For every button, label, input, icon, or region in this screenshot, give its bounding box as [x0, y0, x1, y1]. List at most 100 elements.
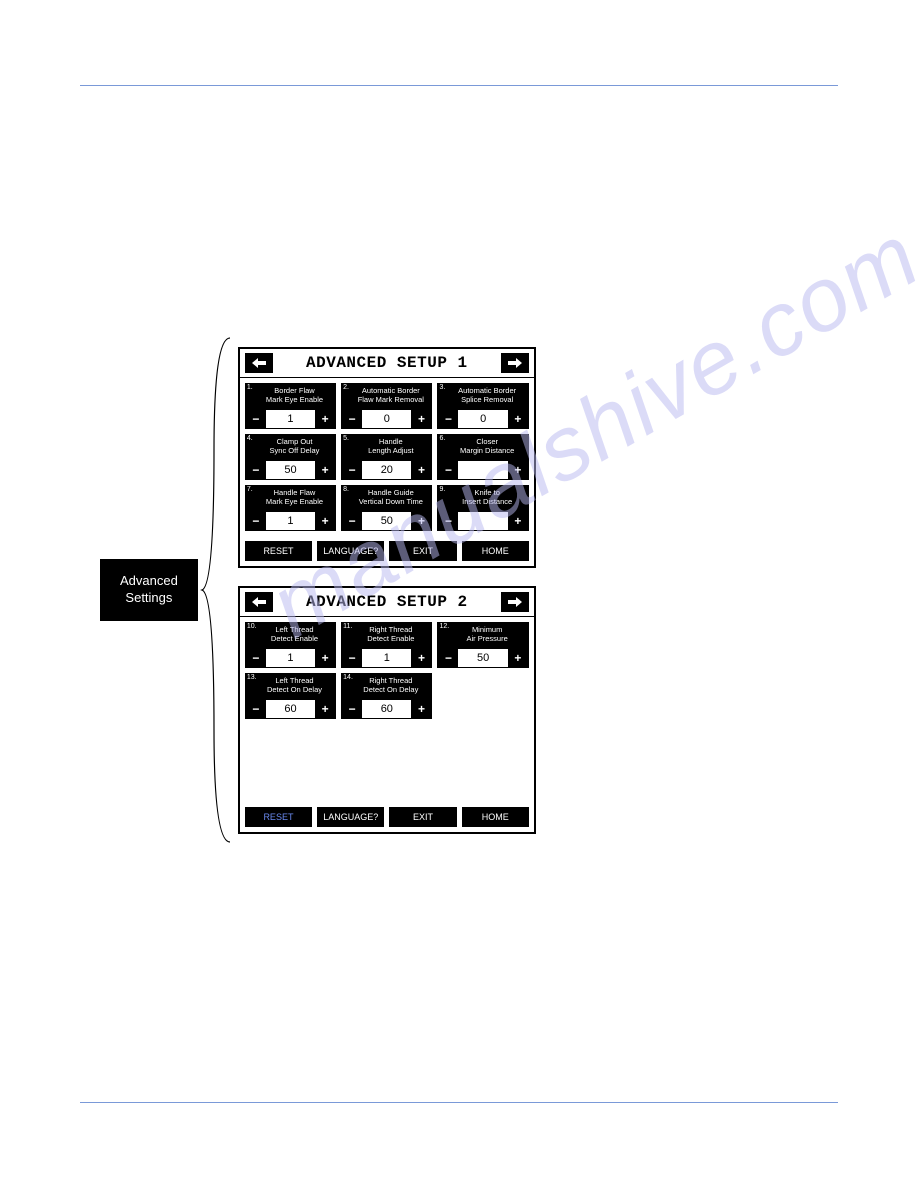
param-label: 9.Knife toInsert Distance: [437, 485, 528, 511]
bottom-rule: [80, 1102, 838, 1103]
increment-button[interactable]: +: [411, 649, 431, 667]
decrement-button[interactable]: −: [246, 512, 266, 530]
increment-button[interactable]: +: [508, 461, 528, 479]
increment-button[interactable]: +: [508, 512, 528, 530]
panel1-exit-button[interactable]: EXIT: [389, 541, 456, 561]
decrement-button[interactable]: −: [342, 700, 362, 718]
panel2-language-button[interactable]: LANGUAGE?: [317, 807, 384, 827]
param-control: −50+: [437, 648, 528, 668]
decrement-button[interactable]: −: [342, 649, 362, 667]
param-value: 0: [362, 410, 411, 428]
param-number: 5.: [343, 435, 349, 443]
param-control: −+: [437, 460, 528, 480]
param-text: Automatic BorderFlaw Mark Removal: [344, 387, 429, 404]
param-cell: 11.Right ThreadDetect Enable−1+: [341, 622, 432, 668]
param-label: 8.Handle GuideVertical Down Time: [341, 485, 432, 511]
panel1-home-button[interactable]: HOME: [462, 541, 529, 561]
increment-button[interactable]: +: [315, 410, 335, 428]
increment-button[interactable]: +: [411, 461, 431, 479]
decrement-button[interactable]: −: [438, 461, 458, 479]
panel2-spacer: [240, 724, 534, 802]
param-label: 13.Left ThreadDetect On Delay: [245, 673, 336, 699]
param-cell: 9.Knife toInsert Distance− +: [437, 485, 528, 531]
content-region: Advanced Settings ADVANCED SETUP 1 1.Bor…: [100, 330, 536, 850]
panel2-exit-button[interactable]: EXIT: [389, 807, 456, 827]
panel1-header: ADVANCED SETUP 1: [240, 349, 534, 378]
param-value: 60: [266, 700, 315, 718]
decrement-button[interactable]: −: [438, 649, 458, 667]
panel2-grid: 10.Left ThreadDetect Enable−1+11.Right T…: [240, 617, 534, 724]
increment-button[interactable]: +: [315, 461, 335, 479]
decrement-button[interactable]: −: [342, 410, 362, 428]
param-number: 14.: [343, 674, 353, 682]
increment-button[interactable]: +: [315, 700, 335, 718]
param-label: 5.HandleLength Adjust: [341, 434, 432, 460]
param-value: 1: [362, 649, 411, 667]
param-cell: 1.Border FlawMark Eye Enable−1+: [245, 383, 336, 429]
param-control: −50+: [245, 460, 336, 480]
panel2-home-button[interactable]: HOME: [462, 807, 529, 827]
param-number: 1.: [247, 384, 253, 392]
param-number: 2.: [343, 384, 349, 392]
param-control: −60+: [341, 699, 432, 719]
param-control: −20+: [341, 460, 432, 480]
param-value: 1: [266, 410, 315, 428]
param-number: 13.: [247, 674, 257, 682]
panel1-language-button[interactable]: LANGUAGE?: [317, 541, 384, 561]
decrement-button[interactable]: −: [342, 512, 362, 530]
advanced-setup-1-panel: ADVANCED SETUP 1 1.Border FlawMark Eye E…: [238, 347, 536, 568]
param-number: 8.: [343, 486, 349, 494]
param-value: 50: [458, 649, 507, 667]
param-text: CloserMargin Distance: [440, 438, 525, 455]
param-number: 9.: [439, 486, 445, 494]
panel2-prev-button[interactable]: [245, 592, 273, 612]
param-cell: 8.Handle GuideVertical Down Time−50+: [341, 485, 432, 531]
increment-button[interactable]: +: [411, 410, 431, 428]
decrement-button[interactable]: −: [438, 410, 458, 428]
param-value: 1: [266, 512, 315, 530]
param-text: HandleLength Adjust: [344, 438, 429, 455]
param-number: 6.: [439, 435, 445, 443]
param-label: 2.Automatic BorderFlaw Mark Removal: [341, 383, 432, 409]
panel2-title: ADVANCED SETUP 2: [306, 593, 468, 611]
increment-button[interactable]: +: [411, 512, 431, 530]
decrement-button[interactable]: −: [246, 461, 266, 479]
increment-button[interactable]: +: [315, 512, 335, 530]
decrement-button[interactable]: −: [246, 700, 266, 718]
param-cell: 4.Clamp OutSync Off Delay −50+: [245, 434, 336, 480]
param-cell: 7.Handle FlawMark Eye Enable−1+: [245, 485, 336, 531]
increment-button[interactable]: +: [508, 410, 528, 428]
label-line2: Settings: [125, 590, 172, 605]
increment-button[interactable]: +: [508, 649, 528, 667]
param-control: −1+: [245, 648, 336, 668]
param-value: 1: [266, 649, 315, 667]
param-number: 4.: [247, 435, 253, 443]
param-label: 14.Right ThreadDetect On Delay: [341, 673, 432, 699]
panel2-next-button[interactable]: [501, 592, 529, 612]
decrement-button[interactable]: −: [246, 649, 266, 667]
panel1-prev-button[interactable]: [245, 353, 273, 373]
param-value: 20: [362, 461, 411, 479]
param-cell: 12.MinimumAir Pressure−50+: [437, 622, 528, 668]
param-label: 12.MinimumAir Pressure: [437, 622, 528, 648]
decrement-button[interactable]: −: [246, 410, 266, 428]
advanced-settings-label: Advanced Settings: [100, 559, 198, 621]
panel2-reset-button[interactable]: RESET: [245, 807, 312, 827]
param-cell: 3.Automatic BorderSplice Removal−0+: [437, 383, 528, 429]
param-number: 7.: [247, 486, 253, 494]
panel1-next-button[interactable]: [501, 353, 529, 373]
param-control: −0+: [437, 409, 528, 429]
param-text: Clamp OutSync Off Delay: [248, 438, 333, 455]
increment-button[interactable]: +: [315, 649, 335, 667]
param-number: 11.: [343, 623, 352, 631]
param-value: [458, 461, 507, 479]
panel1-reset-button[interactable]: RESET: [245, 541, 312, 561]
param-text: Right ThreadDetect On Delay: [344, 677, 429, 694]
param-control: −1+: [341, 648, 432, 668]
decrement-button[interactable]: −: [342, 461, 362, 479]
param-control: −1+: [245, 511, 336, 531]
param-number: 10.: [247, 623, 257, 631]
decrement-button[interactable]: −: [438, 512, 458, 530]
param-control: −60+: [245, 699, 336, 719]
increment-button[interactable]: +: [411, 700, 431, 718]
